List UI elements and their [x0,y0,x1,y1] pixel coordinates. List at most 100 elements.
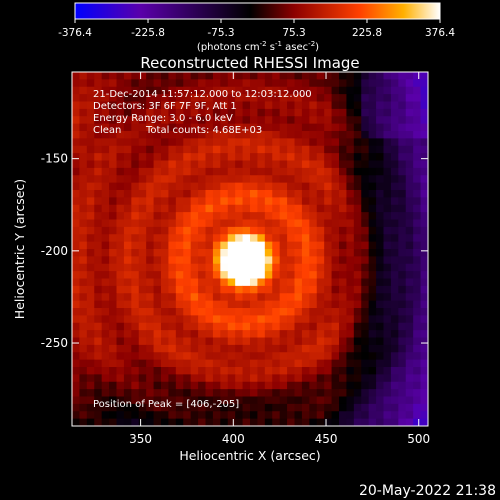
heatmap-cell [227,352,236,361]
colorbar-tick-label: -376.4 [58,27,92,39]
heatmap-cell [405,263,414,272]
heatmap-cell [175,337,184,346]
heatmap-cell [72,359,80,368]
heatmap-cell [257,411,266,420]
heatmap-cell [301,72,310,80]
heatmap-cell [146,330,154,338]
heatmap-cell [168,337,177,346]
heatmap-cell [383,411,392,420]
heatmap-cell [242,396,251,405]
heatmap-cell [264,381,273,390]
heatmap-cell [250,86,258,95]
heatmap-cell [175,308,184,316]
heatmap-cell [205,389,214,397]
heatmap-cell [175,359,184,368]
heatmap-cell [405,116,414,125]
heatmap-cell [175,381,184,390]
heatmap-cell [131,116,140,125]
heatmap-cell [153,374,162,383]
heatmap-cell [287,131,295,139]
heatmap-cell [109,101,117,110]
heatmap-cell [279,256,288,265]
heatmap-cell [287,101,295,110]
heatmap-cell [183,249,192,257]
heatmap-cell [250,337,258,346]
heatmap-cell [235,315,243,324]
heatmap-cell [316,249,325,257]
heatmap-cell [398,359,407,368]
heatmap-cell [123,116,132,125]
heatmap-cell [138,418,147,427]
heatmap-cell [175,72,184,80]
heatmap-cell [183,138,192,147]
heatmap-cell [353,204,362,213]
heatmap-cell [198,153,206,161]
heatmap-cell [257,322,266,331]
heatmap-cell [287,308,295,316]
heatmap-cell [390,212,399,220]
heatmap-cell [101,256,110,265]
heatmap-cell [116,293,125,302]
heatmap-cell [72,86,80,95]
heatmap-cell [346,256,355,265]
heatmap-cell [153,79,162,88]
heatmap-cell [86,367,95,375]
heatmap-cell [198,116,206,125]
heatmap-cell [212,249,221,257]
heatmap-cell [153,308,162,316]
heatmap-cell [346,271,355,279]
heatmap-cell [109,175,117,184]
heatmap-cell [212,212,221,220]
heatmap-cell [175,175,184,184]
heatmap-cell [316,322,325,331]
heatmap-cell [331,145,340,154]
heatmap-cell [227,293,236,302]
heatmap-cell [190,131,199,139]
heatmap-cell [309,226,318,235]
heatmap-cell [272,278,281,287]
heatmap-cell [146,403,154,412]
heatmap-cell [405,212,414,220]
heatmap-cell [227,256,236,265]
heatmap-cell [168,226,177,235]
heatmap-cell [316,108,325,117]
heatmap-cell [123,389,132,397]
heatmap-cell [123,131,132,139]
heatmap-cell [116,315,125,324]
heatmap-cell [227,79,236,88]
heatmap-cell [309,234,318,243]
heatmap-cell [161,72,169,80]
heatmap-cell [353,367,362,375]
heatmap-cell [316,167,325,176]
heatmap-cell [101,153,110,161]
heatmap-cell [161,94,169,102]
heatmap-cell [94,86,103,95]
heatmap-cell [235,197,243,206]
heatmap-cell [257,123,266,132]
heatmap-cell [346,367,355,375]
heatmap-cell [413,108,421,117]
heatmap-cell [420,278,429,287]
heatmap-cell [242,182,251,191]
heatmap-cell [331,138,340,147]
heatmap-cell [376,285,384,294]
heatmap-cell [138,381,147,390]
heatmap-cell [123,396,132,405]
heatmap-cell [212,337,221,346]
heatmap-cell [183,116,192,125]
heatmap-cell [86,86,95,95]
heatmap-cell [279,153,288,161]
heatmap-cell [227,308,236,316]
y-axis-label: Heliocentric Y (arcsec) [12,179,27,319]
heatmap-cell [183,190,192,198]
heatmap-cell [153,167,162,176]
heatmap-cell [413,145,421,154]
heatmap-cell [131,72,140,80]
heatmap-cell [383,123,392,132]
heatmap-cell [346,352,355,361]
heatmap-cell [420,145,429,154]
heatmap-cell [346,167,355,176]
heatmap-cell [316,367,325,375]
heatmap-cell [190,293,199,302]
heatmap-cell [86,175,95,184]
